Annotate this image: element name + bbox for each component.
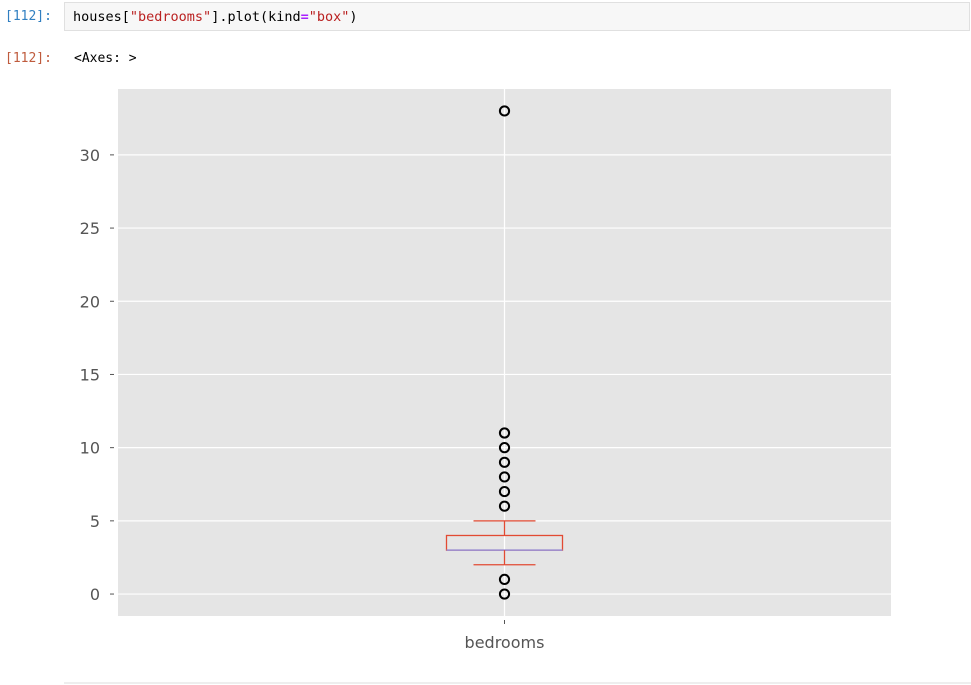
- y-tick-label: 5: [90, 512, 100, 531]
- y-tick-label: 30: [80, 146, 100, 165]
- x-tick-label: bedrooms: [465, 633, 545, 652]
- y-tick-label: 25: [80, 219, 100, 238]
- outliers: [498, 105, 511, 600]
- y-tick-label: 10: [80, 439, 100, 458]
- input-prompt: [112]:: [5, 9, 52, 24]
- outlier-point: [498, 105, 511, 117]
- code-token: =: [300, 9, 309, 25]
- outlier-point: [498, 588, 511, 600]
- code-line: houses["bedrooms"].plot(kind="box"): [73, 9, 358, 25]
- outlier-point: [498, 427, 511, 439]
- cell-divider: [64, 682, 971, 684]
- code-token: ): [349, 9, 358, 25]
- code-token: ].plot(kind: [211, 9, 301, 25]
- code-token: "bedrooms": [129, 9, 212, 25]
- x-axis: bedrooms: [465, 620, 545, 652]
- y-tick-label: 0: [90, 585, 100, 604]
- code-token: "box": [308, 9, 350, 25]
- y-axis: 0 5 10 15 20 25 30: [80, 146, 114, 604]
- y-tick-label: 15: [80, 365, 100, 384]
- outlier-point: [498, 456, 511, 468]
- outlier-point: [498, 500, 511, 512]
- output-repr: <Axes: >: [74, 51, 137, 66]
- y-tick-label: 20: [80, 292, 100, 311]
- outlier-point: [498, 442, 511, 454]
- outlier-point: [498, 471, 511, 483]
- code-cell-input[interactable]: houses["bedrooms"].plot(kind="box"): [64, 2, 970, 31]
- outlier-point: [498, 485, 511, 498]
- output-prompt: [112]:: [5, 51, 52, 66]
- code-token: houses[: [73, 9, 130, 25]
- box-group: [445, 520, 564, 566]
- outlier-point: [498, 573, 511, 586]
